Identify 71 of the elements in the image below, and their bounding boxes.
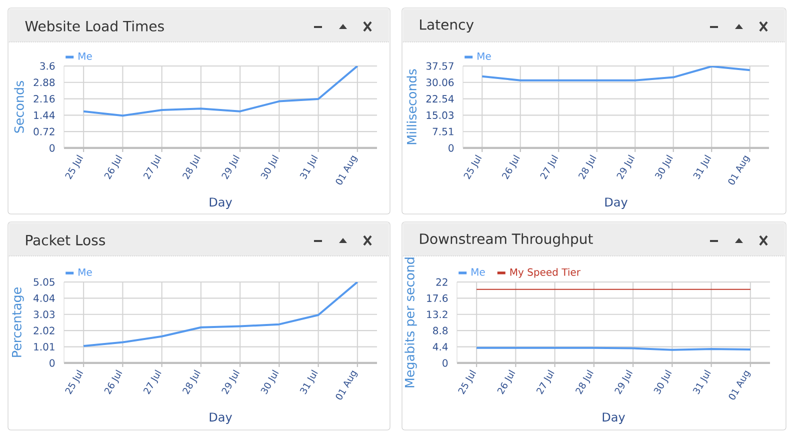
x-tick-label: 30 Jul [260, 154, 279, 180]
x-tick-label: 29 Jul [222, 370, 240, 394]
x-axis-title: Day [210, 198, 232, 209]
x-tick-label: 27 Jul [540, 154, 558, 180]
y-tick-label: 0 [50, 359, 55, 367]
series-label: Me [478, 52, 491, 60]
chart-title: Downstream Throughput [420, 233, 593, 247]
y-tick-label: 4.4 [432, 343, 448, 350]
x-axis-title: Day [605, 198, 628, 209]
x-tick-label: 31 Jul [693, 154, 712, 180]
x-tick-label: 28 Jul [182, 154, 200, 180]
x-axis-title: Day [210, 412, 232, 424]
x-tick-label: 29 Jul [616, 154, 635, 180]
y-tick-label: 0 [50, 144, 55, 152]
y-axis-title: Percentage [12, 288, 24, 357]
line-series [82, 282, 358, 347]
x-tick-label: 30 Jul [654, 154, 673, 180]
x-tick-label: 31 Jul [692, 370, 711, 394]
y-tick-label: 4.04 [34, 294, 55, 302]
x-axis-title: Day [602, 412, 625, 424]
x-tick-label: 30 Jul [260, 370, 279, 394]
x-tick-label: 31 Jul [300, 370, 318, 394]
y-tick-label: 30.06 [426, 78, 454, 86]
y-tick-label: 0.72 [34, 128, 54, 136]
line-series [82, 66, 358, 117]
y-axis-title: Milliseconds [406, 69, 417, 144]
y-tick-label: 3.6 [40, 62, 55, 70]
x-tick-label: 28 Jul [182, 370, 200, 394]
x-tick-label: 28 Jul [576, 370, 594, 394]
x-tick-label: 25 Jul [458, 370, 476, 394]
y-tick-label: 3.03 [34, 310, 54, 318]
legend-label: My Speed Tier [510, 268, 580, 278]
x-tick-label: 26 Jul [104, 154, 122, 180]
x-tick-label: 27 Jul [143, 370, 162, 394]
legend-label: Me [472, 268, 485, 276]
x-tick-label: 29 Jul [614, 370, 633, 394]
text: Me [78, 52, 92, 60]
x-tick-label: 27 Jul [143, 154, 162, 180]
chart-title: Website Load Times [25, 20, 164, 32]
y-tick-label: 37.57 [426, 62, 454, 70]
y-tick-label: 22 [436, 278, 448, 286]
y-tick-label: 1.44 [34, 112, 55, 119]
x-tick-label: 31 Jul [300, 154, 318, 180]
y-tick-label: 13.2 [427, 310, 448, 318]
x-tick-label: 29 Jul [222, 154, 240, 180]
y-tick-label: 7.51 [432, 128, 454, 136]
y-tick-label: 0 [448, 144, 454, 152]
y-tick-label: 0 [442, 359, 448, 367]
text: Me [78, 268, 92, 276]
chart-title: Latency [420, 19, 474, 33]
y-tick-label: 22.54 [426, 95, 454, 103]
x-tick-label: 26 Jul [497, 370, 516, 394]
y-tick-label: 1.01 [34, 343, 54, 351]
y-tick-label: 15.03 [426, 111, 454, 119]
x-tick-label: 30 Jul [654, 370, 672, 394]
y-tick-label: 17.6 [427, 294, 448, 302]
x-tick-label: 25 Jul [464, 154, 482, 180]
x-tick-label: 25 Jul [65, 370, 84, 394]
y-axis-title: Seconds [14, 80, 24, 133]
chart-title: Packet Loss [26, 234, 105, 246]
y-tick-label: 5.05 [34, 278, 54, 286]
x-tick-label: 26 Jul [502, 154, 520, 180]
x-tick-label: 27 Jul [536, 370, 554, 394]
y-tick-label: 8.8 [433, 326, 448, 334]
x-tick-label: 25 Jul [65, 154, 84, 180]
y-axis-title: Megabits per second [404, 258, 417, 388]
y-tick-label: 2.88 [34, 78, 55, 86]
y-tick-label: 2.02 [34, 326, 54, 334]
x-tick-label: 28 Jul [578, 154, 596, 180]
y-tick-label: 2.16 [34, 95, 55, 103]
x-tick-label: 26 Jul [104, 370, 122, 394]
